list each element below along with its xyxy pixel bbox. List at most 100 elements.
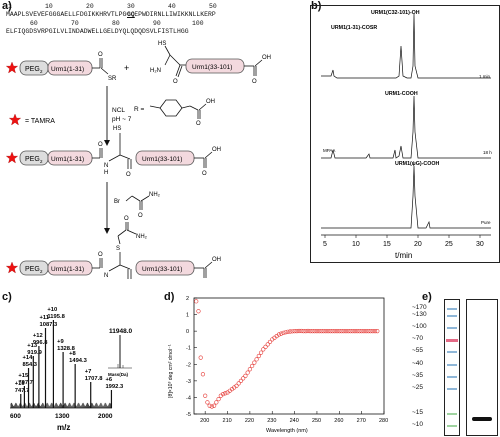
ruler-tick: 30 xyxy=(127,3,135,10)
oh-label: OH xyxy=(212,147,221,153)
tamra-star-icon xyxy=(6,61,18,74)
ladder-label: ~10 xyxy=(412,421,424,428)
mpaa-label: MPAA xyxy=(323,148,335,153)
deconvolution-inset: 11948.0 Mass(Da) xyxy=(108,328,133,377)
cd-point xyxy=(256,353,261,359)
urm1-c-label: Urm1(33-101) xyxy=(142,156,182,163)
ncl-scheme: PEG 2 Urm1(1-31) O SR + HS H₂N O Urm1(33… xyxy=(6,41,271,279)
bromoacetamide xyxy=(125,195,150,210)
y-tick-label: 1 xyxy=(186,313,189,319)
ms-peak-charge: +10 xyxy=(47,307,57,313)
cd-point xyxy=(212,403,217,408)
sequence-text: MAAPLSVEVEFGGGAELLFDGIKKHRVTLPGQEEPWDIRN… xyxy=(6,11,216,18)
o-label: O xyxy=(124,216,129,222)
ms-peak-mz: 1328.8 xyxy=(57,346,76,352)
tamra-star-icon xyxy=(9,113,21,126)
ms-peak-mz: 919.9 xyxy=(27,350,42,356)
cd-point xyxy=(234,383,239,388)
cd-point xyxy=(279,331,284,336)
peg-subscript: 2 xyxy=(40,269,43,274)
hplc-trace-1min xyxy=(321,13,491,79)
cd-point xyxy=(305,328,311,334)
trace-label-urm1-cosr: URM1(1-31)-COSR xyxy=(331,25,377,31)
ruler-tick: 90 xyxy=(153,20,161,27)
n-label: N xyxy=(104,163,108,169)
cd-point xyxy=(241,376,246,381)
cd-point xyxy=(290,329,295,334)
cd-point xyxy=(254,357,259,362)
cd-point xyxy=(355,329,360,334)
cd-point xyxy=(265,342,270,347)
cd-plot-frame xyxy=(193,297,385,415)
gq-highlight: GQ xyxy=(127,11,135,18)
ruler-tick: 40 xyxy=(168,3,176,10)
r-group-structure xyxy=(149,99,207,119)
cd-point xyxy=(312,329,317,334)
ms-peak-mz: 854.3 xyxy=(23,362,38,368)
panel-b-label: b) xyxy=(311,0,322,12)
panel-a-label: a) xyxy=(2,0,12,12)
western-blot: ~170 ~130 ~100 ~70 ~55 ~40 ~35 ~25 ~15 ~10 xyxy=(410,297,500,437)
cd-point xyxy=(196,309,201,314)
ph-label: pH ~ 7 xyxy=(112,116,132,123)
cd-point xyxy=(205,400,210,405)
reactant-cysteine: HS H₂N O Urm1(33-101) O OH xyxy=(150,41,271,85)
cd-point xyxy=(341,329,346,334)
inset-value: 11948.0 xyxy=(109,328,133,335)
peg-label: PEG xyxy=(25,266,40,273)
ms-peak-charge: +15 xyxy=(18,373,29,379)
hplc-trace-18h xyxy=(321,95,491,159)
cd-point xyxy=(326,329,331,334)
cd-point xyxy=(292,329,297,334)
cd-point xyxy=(250,363,255,369)
cd-point xyxy=(368,329,373,334)
cd-point xyxy=(252,360,257,365)
sr-label: SR xyxy=(108,76,117,82)
ladder-label: ~15 xyxy=(412,409,424,416)
ladder-label: ~25 xyxy=(412,384,424,391)
ladder-label: ~35 xyxy=(412,372,424,379)
cd-point xyxy=(283,330,288,335)
cd-point xyxy=(361,329,366,334)
cd-point xyxy=(214,400,219,405)
urm1-c-label: Urm1(33-101) xyxy=(142,266,182,273)
x-tick-label: 260 xyxy=(334,418,343,424)
cd-point xyxy=(209,404,214,409)
cd-point xyxy=(247,367,252,372)
x-tick-label: 1300 xyxy=(55,413,70,420)
cd-point xyxy=(323,329,328,334)
ruler-tick: 20 xyxy=(86,3,94,10)
o-label: O xyxy=(173,79,178,85)
ms-peak-mz: 1992.3 xyxy=(105,384,124,390)
ms-peak-charge: +11 xyxy=(40,315,50,321)
cd-point xyxy=(332,329,337,334)
panel-d-label: d) xyxy=(164,291,175,303)
peg-subscript: 2 xyxy=(40,159,43,164)
ladder-label: ~40 xyxy=(412,360,424,367)
alkylated-product: PEG 2 Urm1(1-31) O N S O NH₂ Urm1(33-101… xyxy=(6,216,221,279)
cd-point xyxy=(301,329,306,334)
oh-label: OH xyxy=(206,99,215,105)
cd-point xyxy=(238,378,244,383)
cd-point xyxy=(220,392,226,397)
sequence-line-2: ELFIQGDSVRPGILVLINDADWELLGELDYQLQDQDSVLF… xyxy=(6,28,189,35)
ms-peak-mz: 797.7 xyxy=(18,380,33,386)
o-label: O xyxy=(202,171,207,177)
cd-point xyxy=(337,329,342,334)
panel-c-label: c) xyxy=(2,291,12,303)
ms-peak-mz: 1494.3 xyxy=(69,358,88,364)
inset-xlabel: Mass(Da) xyxy=(108,372,129,377)
cd-point xyxy=(294,329,299,334)
cd-point xyxy=(223,391,228,396)
cd-point xyxy=(216,396,221,402)
y-tick-label: -4 xyxy=(186,395,191,401)
ruler-tick: 80 xyxy=(112,20,120,27)
o-label: O xyxy=(138,213,143,219)
o-label: O xyxy=(196,121,201,127)
ms-peak-mz: 1087.3 xyxy=(40,322,59,328)
ruler-tick: 10 xyxy=(45,3,53,10)
x-tick-label: 20 xyxy=(414,241,422,248)
y-tick-label: -5 xyxy=(186,412,191,418)
nh2-label: NH₂ xyxy=(136,234,148,240)
ms-peak-mz: 1195.8 xyxy=(47,314,65,320)
